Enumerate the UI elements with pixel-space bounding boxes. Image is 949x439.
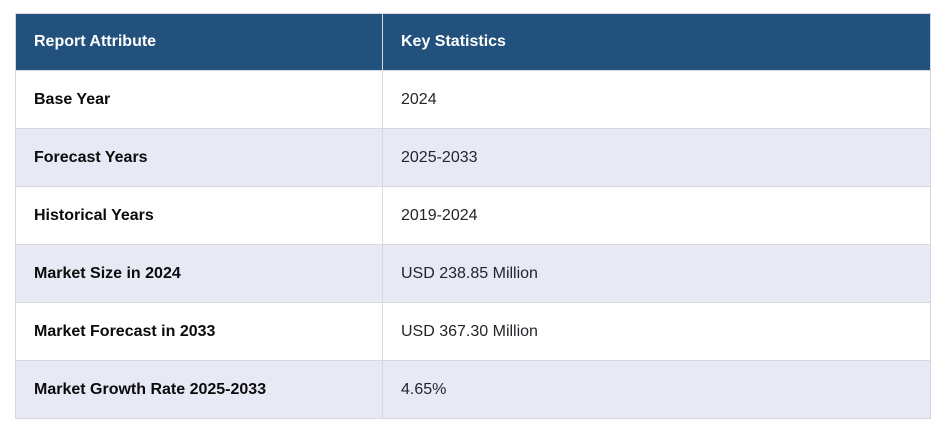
column-header-key-statistics: Key Statistics bbox=[382, 13, 931, 71]
table-row: Forecast Years 2025-2033 bbox=[15, 128, 931, 187]
table-row: Base Year 2024 bbox=[15, 70, 931, 129]
value-cell-historical-years: 2019-2024 bbox=[382, 186, 931, 245]
table-row: Historical Years 2019-2024 bbox=[15, 186, 931, 245]
attribute-cell-base-year: Base Year bbox=[15, 70, 383, 129]
table-body: Base Year 2024 Forecast Years 2025-2033 … bbox=[15, 70, 931, 419]
value-cell-market-forecast: USD 367.30 Million bbox=[382, 302, 931, 361]
report-attributes-table: Report Attribute Key Statistics Base Yea… bbox=[15, 13, 931, 419]
table-row: Market Forecast in 2033 USD 367.30 Milli… bbox=[15, 302, 931, 361]
column-header-report-attribute: Report Attribute bbox=[15, 13, 383, 71]
value-cell-growth-rate: 4.65% bbox=[382, 360, 931, 419]
attribute-cell-historical-years: Historical Years bbox=[15, 186, 383, 245]
attribute-cell-forecast-years: Forecast Years bbox=[15, 128, 383, 187]
attribute-cell-market-size: Market Size in 2024 bbox=[15, 244, 383, 303]
table-header: Report Attribute Key Statistics bbox=[15, 13, 931, 71]
value-cell-base-year: 2024 bbox=[382, 70, 931, 129]
value-cell-forecast-years: 2025-2033 bbox=[382, 128, 931, 187]
header-row: Report Attribute Key Statistics bbox=[15, 13, 931, 71]
attribute-cell-growth-rate: Market Growth Rate 2025-2033 bbox=[15, 360, 383, 419]
value-cell-market-size: USD 238.85 Million bbox=[382, 244, 931, 303]
table-row: Market Growth Rate 2025-2033 4.65% bbox=[15, 360, 931, 419]
attribute-cell-market-forecast: Market Forecast in 2033 bbox=[15, 302, 383, 361]
table-row: Market Size in 2024 USD 238.85 Million bbox=[15, 244, 931, 303]
